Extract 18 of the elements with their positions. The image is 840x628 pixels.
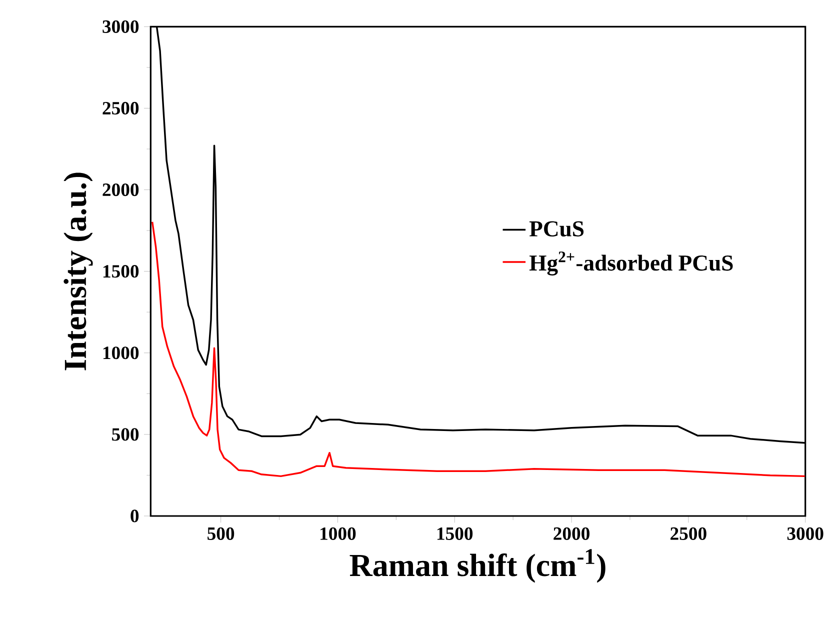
legend-label: Hg$^{2+}$-adsorbed PCuS — [529, 252, 733, 276]
y-tick-label: 1500 — [103, 265, 139, 278]
y-tick-label: 500 — [112, 428, 139, 441]
x-tick-label: 500 — [208, 527, 234, 540]
y-tick-label: 1000 — [103, 346, 139, 360]
x-tick-label: 2500 — [670, 527, 706, 540]
y-axis-title: Intensity (a.u.) — [64, 172, 93, 370]
legend-label: PCuS — [529, 221, 584, 237]
x-tick-label: 2000 — [554, 527, 590, 540]
x-tick-label: 3000 — [787, 527, 824, 540]
y-tick-label: 2500 — [102, 102, 139, 115]
x-tick-label: 1500 — [437, 527, 473, 540]
x-axis-title: Raman shift (cm$^{-1}$) — [350, 549, 606, 583]
y-tick-label: 2000 — [102, 183, 139, 196]
y-tick-label: 3000 — [102, 20, 139, 33]
line-series — [151, 221, 806, 478]
y-tick-label: 0 — [130, 510, 139, 522]
x-tick-label: 1000 — [320, 527, 356, 540]
